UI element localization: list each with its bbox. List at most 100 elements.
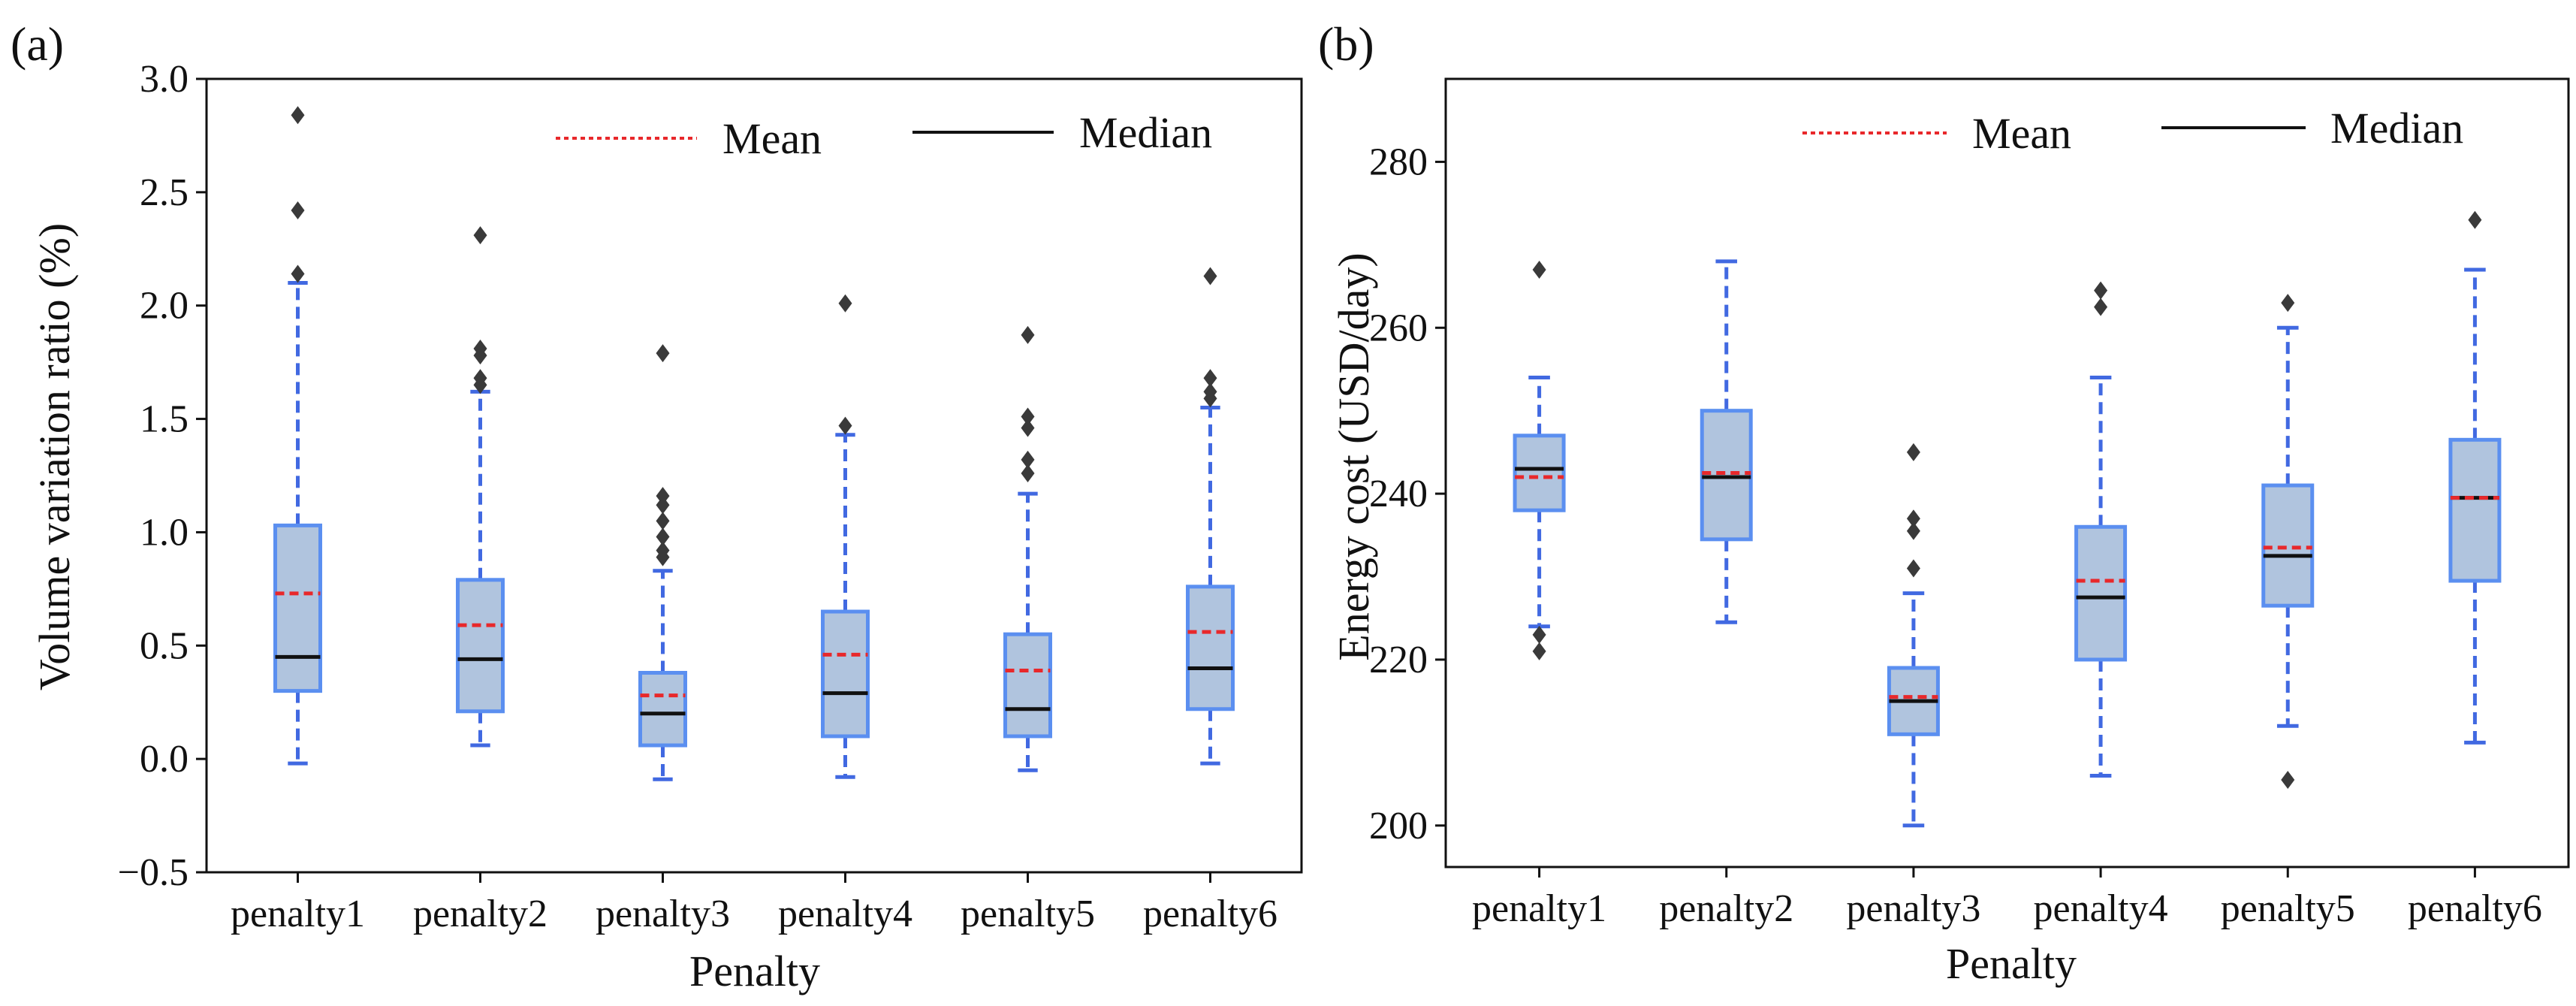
y-axis-label-b: Energy cost (USD/day) xyxy=(1329,252,1378,660)
panel-a: (a) −0.50.00.51.01.52.02.53.0 penalty1 pe… xyxy=(11,17,1303,995)
plot-frame-a xyxy=(205,77,1303,874)
box-group-penalty4 xyxy=(2074,281,2128,778)
x-tick-label: penalty2 xyxy=(413,893,547,935)
box-iqr xyxy=(2074,524,2128,662)
boxes-b xyxy=(1513,210,2502,828)
y-tick-label: 200 xyxy=(1369,805,1428,847)
y-tick-label: 2.5 xyxy=(140,171,189,214)
box-iqr xyxy=(1700,409,1753,542)
box-group-penalty1 xyxy=(1513,260,1566,660)
box-iqr xyxy=(638,670,687,748)
legend-median-label-b: Median xyxy=(2330,104,2463,153)
box-group-penalty2 xyxy=(456,226,505,748)
outlier-point xyxy=(1906,509,1920,528)
y-tick-label: 220 xyxy=(1369,639,1428,681)
outlier-point xyxy=(2281,771,2295,790)
y-tick-label: 2.0 xyxy=(140,285,189,328)
outlier-point xyxy=(1021,407,1035,426)
x-tick-label: penalty3 xyxy=(596,893,730,935)
outlier-point xyxy=(1203,267,1217,285)
outlier-point xyxy=(1021,450,1035,469)
x-tick-label: penalty6 xyxy=(2408,887,2542,930)
x-tick-label: penalty1 xyxy=(1472,887,1606,930)
outlier-point xyxy=(1021,325,1035,344)
y-tick-label: 1.5 xyxy=(140,398,189,441)
plot-frame-b xyxy=(1444,77,2570,869)
x-tick-label: penalty5 xyxy=(961,893,1095,935)
x-ticks-b: penalty1 penalty2 penalty3 penalty4 penalty5… xyxy=(1472,867,2542,930)
box-group-penalty5 xyxy=(1003,325,1052,772)
outlier-point xyxy=(1906,443,1920,461)
outlier-point xyxy=(2094,298,2108,316)
outlier-point xyxy=(1906,521,1920,540)
box-iqr xyxy=(1003,632,1052,739)
box-group-penalty5 xyxy=(2261,294,2315,790)
box-iqr xyxy=(2448,437,2502,583)
outlier-point xyxy=(473,369,487,388)
outlier-point xyxy=(1203,369,1217,388)
box-iqr xyxy=(456,578,505,714)
box-group-penalty1 xyxy=(273,106,322,766)
y-tick-label: 0.0 xyxy=(140,738,189,781)
outlier-point xyxy=(656,527,670,546)
box-group-penalty6 xyxy=(1186,267,1235,766)
legend-b: Mean Median xyxy=(1802,104,2463,158)
outlier-point xyxy=(473,226,487,245)
x-axis-label-a: Penalty xyxy=(689,947,820,995)
y-tick-label: 240 xyxy=(1369,473,1428,515)
x-tick-label: penalty2 xyxy=(1659,887,1793,930)
x-tick-label: penalty1 xyxy=(231,893,365,935)
x-tick-label: penalty5 xyxy=(2221,887,2355,930)
y-tick-label: 280 xyxy=(1369,140,1428,183)
outlier-point xyxy=(1532,642,1546,660)
y-tick-label: 0.5 xyxy=(140,624,189,667)
outlier-point xyxy=(656,344,670,363)
y-tick-label: 260 xyxy=(1369,307,1428,349)
outlier-point xyxy=(1203,382,1217,401)
outlier-point xyxy=(1532,625,1546,644)
box-group-penalty6 xyxy=(2448,210,2502,745)
outlier-point xyxy=(291,106,305,125)
x-ticks-a: penalty1 penalty2 penalty3 penalty4 penalty5… xyxy=(231,872,1277,935)
outlier-point xyxy=(2281,294,2295,313)
outlier-point xyxy=(838,294,852,313)
box-iqr xyxy=(821,609,870,739)
legend-a: Mean Median xyxy=(556,108,1212,163)
outlier-point xyxy=(1021,418,1035,437)
outlier-point xyxy=(473,340,487,358)
box-iqr xyxy=(1513,434,1566,512)
y-axis-label-a: Volume variation ratio (%) xyxy=(30,223,79,690)
outlier-point xyxy=(1532,260,1546,279)
outlier-point xyxy=(291,264,305,283)
box-group-penalty3 xyxy=(1887,443,1940,828)
panel-label-b: (b) xyxy=(1318,17,1374,71)
outlier-point xyxy=(1906,559,1920,578)
y-tick-label: 1.0 xyxy=(140,511,189,554)
x-tick-label: penalty4 xyxy=(778,893,912,935)
outlier-point xyxy=(2094,281,2108,300)
y-ticks-b: 200 220 240 260 280 xyxy=(1369,140,1446,847)
box-iqr xyxy=(1186,585,1235,711)
box-group-penalty3 xyxy=(638,344,687,781)
outlier-point xyxy=(656,487,670,506)
box-iqr xyxy=(273,523,322,693)
box-group-penalty2 xyxy=(1700,259,1753,624)
panel-label-a: (a) xyxy=(11,17,64,71)
outlier-point xyxy=(838,416,852,435)
x-tick-label: penalty4 xyxy=(2034,887,2168,930)
outlier-point xyxy=(1021,464,1035,482)
outlier-point xyxy=(2468,210,2482,229)
y-tick-label: −0.5 xyxy=(118,851,189,894)
legend-mean-label-b: Mean xyxy=(1972,109,2071,158)
x-axis-label-b: Penalty xyxy=(1946,939,2077,988)
outlier-point xyxy=(656,512,670,530)
boxes-a xyxy=(273,106,1235,781)
y-ticks-a: −0.5 0.0 0.5 1.0 1.5 2.0 2.5 3.0 xyxy=(118,58,207,894)
x-tick-label: penalty3 xyxy=(1846,887,1980,930)
legend-median-label-a: Median xyxy=(1079,108,1212,157)
legend-mean-label-a: Mean xyxy=(722,114,822,163)
box-iqr xyxy=(2261,483,2315,608)
box-group-penalty4 xyxy=(821,294,870,779)
